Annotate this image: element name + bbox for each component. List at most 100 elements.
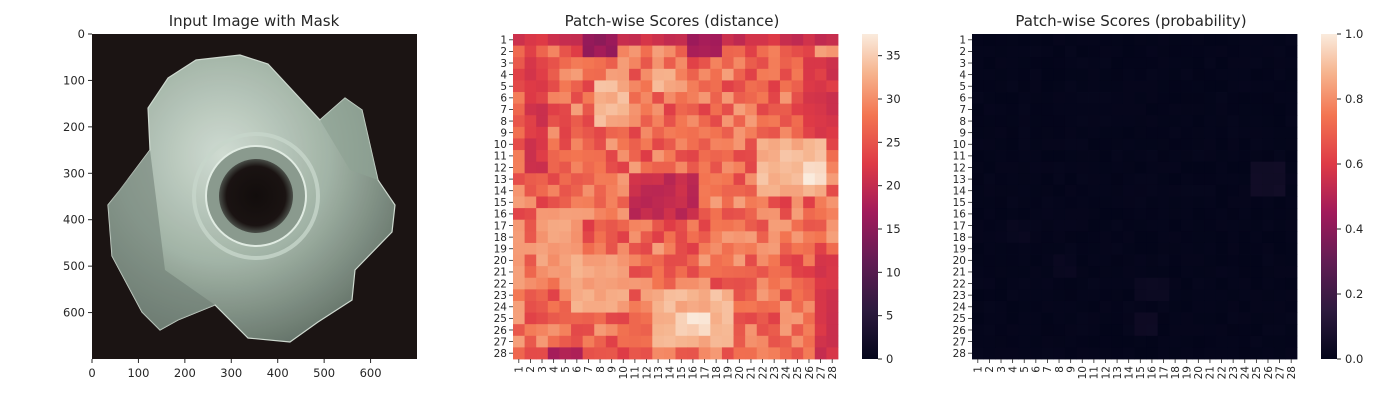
heatmap-cell <box>779 92 792 105</box>
heatmap-cell <box>1192 208 1205 221</box>
heatmap-cell <box>698 347 711 360</box>
heatmap-cell <box>710 184 723 197</box>
row-tick-label: 14 <box>494 185 508 197</box>
heatmap-cell <box>1250 300 1263 313</box>
heatmap-cell <box>571 242 584 255</box>
heatmap-cell <box>995 324 1008 337</box>
heatmap-cell <box>663 324 676 337</box>
heatmap-cell <box>663 173 676 186</box>
heatmap-cell <box>652 57 665 70</box>
heatmap-cell <box>1006 173 1019 186</box>
row-tick-label: 3 <box>959 58 966 70</box>
heatmap-cell <box>640 115 653 128</box>
heatmap-cell <box>1064 254 1077 267</box>
heatmap-cell <box>675 231 688 244</box>
heatmap-cell <box>640 324 653 337</box>
heatmap-cell <box>1215 277 1228 290</box>
probability-colorbar <box>1321 34 1337 359</box>
heatmap-cell <box>582 208 595 221</box>
heatmap-cell <box>1215 92 1228 105</box>
heatmap-cell <box>1122 242 1135 255</box>
heatmap-cell <box>1227 254 1240 267</box>
heatmap-cell <box>1146 254 1159 267</box>
heatmap-cell <box>1215 312 1228 325</box>
heatmap-cell <box>1076 161 1089 174</box>
heatmap-cell <box>1099 115 1112 128</box>
heatmap-cell <box>768 57 781 70</box>
heatmap-cell <box>1053 103 1066 116</box>
heatmap-cell <box>1250 34 1263 47</box>
heatmap-cell <box>605 184 618 197</box>
heatmap-cell <box>559 324 572 337</box>
heatmap-cell <box>826 277 839 290</box>
heatmap-cell <box>814 300 827 313</box>
heatmap-cell <box>721 92 734 105</box>
heatmap-cell <box>1018 68 1031 81</box>
heatmap-cell <box>605 150 618 163</box>
heatmap-cell <box>687 208 700 221</box>
heatmap-cell <box>814 335 827 348</box>
col-tick-label: 9 <box>1065 366 1077 373</box>
heatmap-cell <box>513 150 526 163</box>
heatmap-cell <box>571 324 584 337</box>
heatmap-cell <box>640 103 653 116</box>
heatmap-cell <box>826 57 839 70</box>
heatmap-cell <box>629 335 642 348</box>
heatmap-cell <box>1169 184 1182 197</box>
heatmap-cell <box>536 335 549 348</box>
heatmap-cell <box>1169 92 1182 105</box>
heatmap-cell <box>972 150 985 163</box>
heatmap-cell <box>733 300 746 313</box>
heatmap-cell <box>1238 231 1251 244</box>
heatmap-cell <box>779 115 792 128</box>
heatmap-cell <box>1030 254 1043 267</box>
heatmap-cell <box>571 45 584 58</box>
heatmap-cell <box>983 335 996 348</box>
heatmap-cell <box>1088 80 1101 93</box>
heatmap-cell <box>629 231 642 244</box>
row-tick-label: 2 <box>959 46 966 58</box>
heatmap-cell <box>1030 173 1043 186</box>
col-tick-label: 19 <box>723 366 735 379</box>
heatmap-cell <box>687 68 700 81</box>
panel2-title: Patch-wise Scores (distance) <box>565 12 780 30</box>
row-tick-label: 4 <box>959 69 966 81</box>
heatmap-cell <box>756 161 769 174</box>
heatmap-cell <box>605 208 618 221</box>
col-tick-label: 12 <box>1100 366 1112 379</box>
row-tick-label: 8 <box>959 116 966 128</box>
heatmap-cell <box>826 34 839 47</box>
heatmap-cell <box>1262 184 1275 197</box>
heatmap-cell <box>547 242 560 255</box>
heatmap-cell <box>1157 324 1170 337</box>
heatmap-cell <box>582 103 595 116</box>
heatmap-cell <box>536 126 549 139</box>
heatmap-cell <box>1146 103 1159 116</box>
heatmap-cell <box>1122 161 1135 174</box>
heatmap-cell <box>1157 184 1170 197</box>
heatmap-cell <box>826 254 839 267</box>
heatmap-cell <box>803 184 816 197</box>
heatmap-cell <box>803 80 816 93</box>
heatmap-cell <box>1227 324 1240 337</box>
heatmap-cell <box>1053 45 1066 58</box>
heatmap-cell <box>1204 150 1217 163</box>
heatmap-cell <box>640 335 653 348</box>
heatmap-cell <box>582 242 595 255</box>
x-tick-label: 100 <box>127 366 149 380</box>
heatmap-cell <box>513 266 526 279</box>
heatmap-cell <box>698 80 711 93</box>
heatmap-cell <box>791 300 804 313</box>
heatmap-cell <box>721 115 734 128</box>
heatmap-cell <box>1111 289 1124 302</box>
heatmap-cell <box>1146 324 1159 337</box>
heatmap-cell <box>582 324 595 337</box>
heatmap-cell <box>629 277 642 290</box>
heatmap-cell <box>779 335 792 348</box>
heatmap-cell <box>972 173 985 186</box>
heatmap-cell <box>983 347 996 360</box>
heatmap-cell <box>605 335 618 348</box>
heatmap-cell <box>547 231 560 244</box>
heatmap-cell <box>1006 254 1019 267</box>
heatmap-cell <box>768 45 781 58</box>
